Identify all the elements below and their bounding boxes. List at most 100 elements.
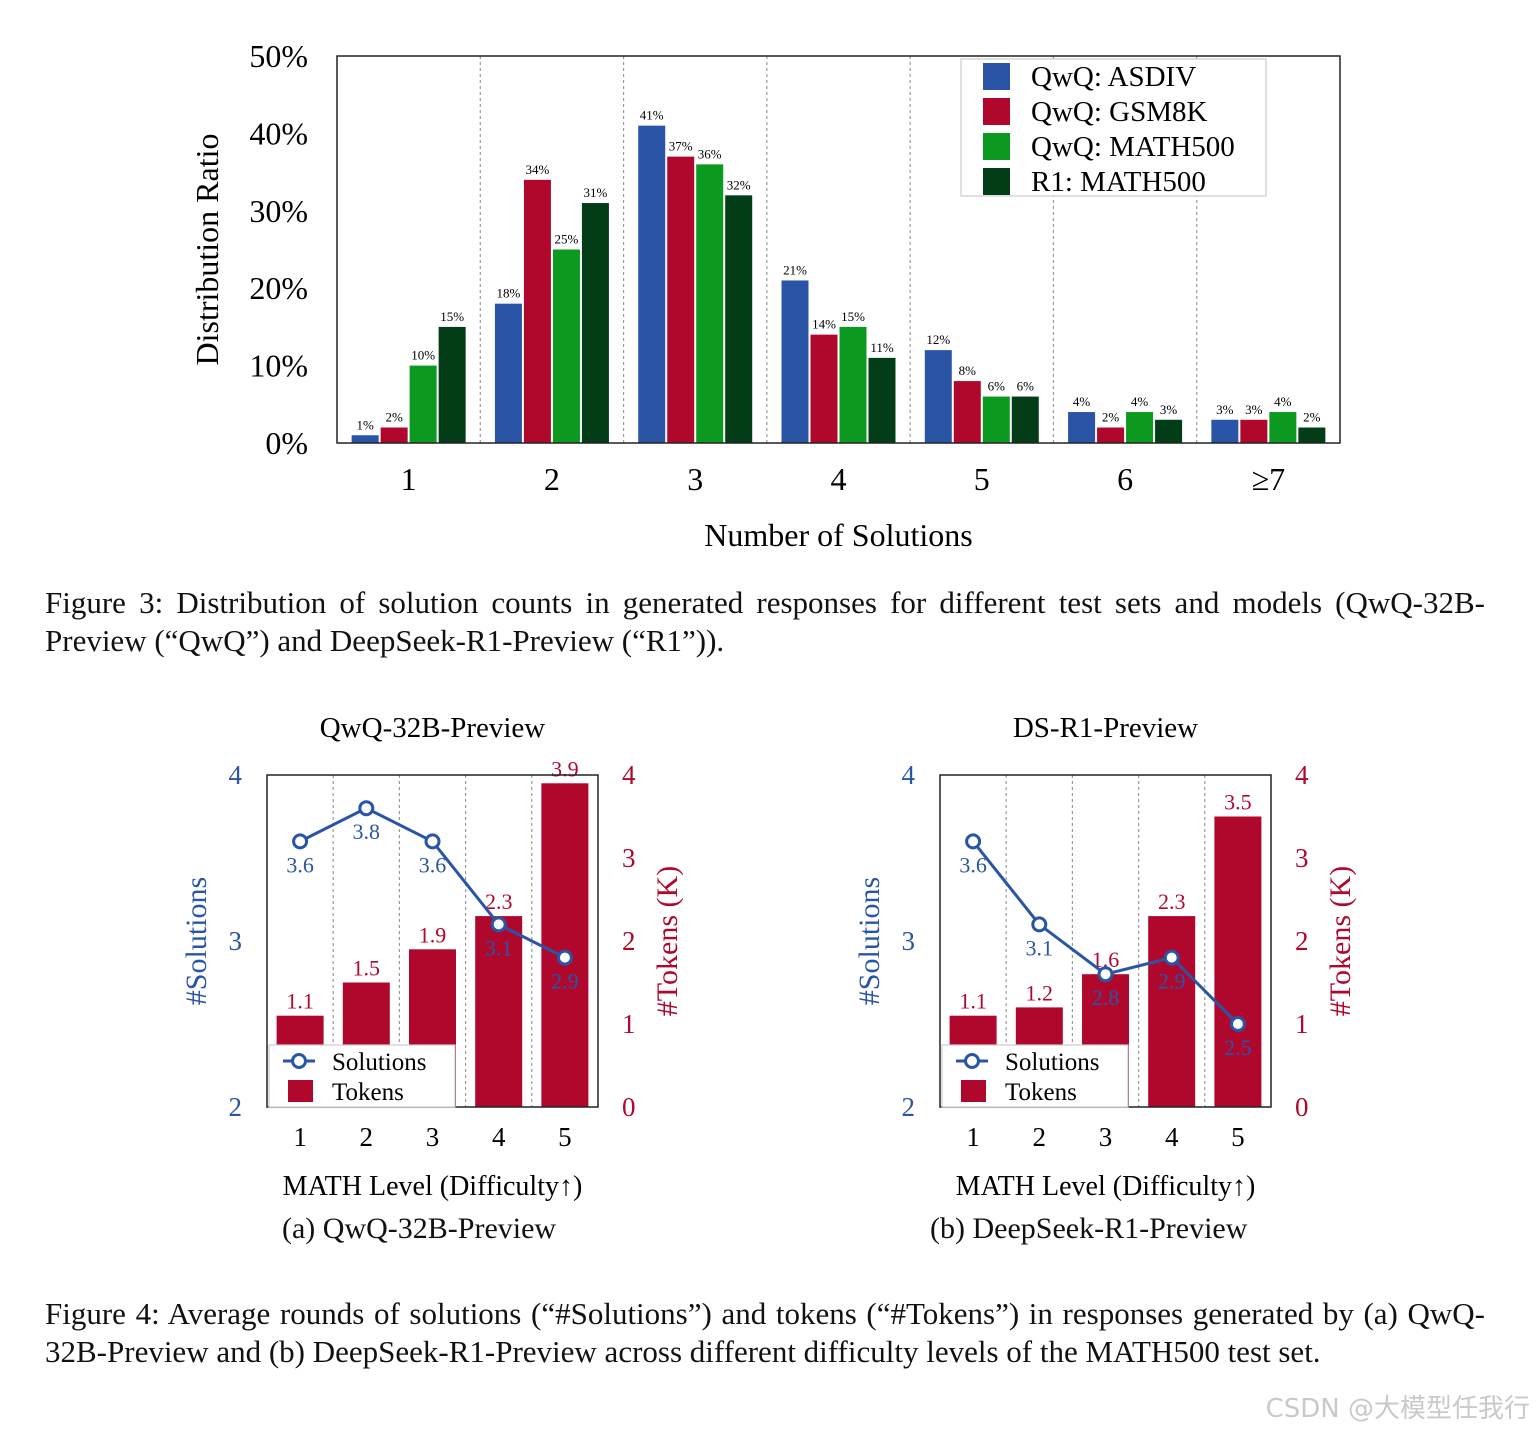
bar [953, 381, 981, 443]
data-label: 11% [870, 340, 894, 355]
x-tick-label: 5 [558, 1122, 572, 1152]
bar [1068, 412, 1096, 443]
token-data-label: 2.3 [1158, 889, 1186, 914]
solutions-data-label: 3.6 [419, 852, 447, 877]
legend-label: QwQ: GSM8K [1031, 96, 1207, 128]
x-tick-label: 4 [831, 461, 847, 497]
data-label: 25% [555, 232, 579, 247]
token-data-label: 2.3 [485, 889, 513, 914]
x-tick-label: 5 [974, 461, 990, 497]
bar [552, 249, 580, 443]
data-label: 6% [1017, 379, 1035, 394]
legend-label: QwQ: MATH500 [1031, 131, 1235, 163]
y-tick-label: 20% [249, 270, 308, 306]
bar [982, 396, 1010, 443]
y-tick-label: 50% [249, 38, 308, 74]
bar [667, 156, 695, 443]
left-y-tick-label: 4 [902, 760, 916, 790]
data-label: 10% [411, 348, 435, 363]
x-tick-label: ≥7 [1252, 461, 1286, 497]
right-y-tick-label: 2 [1295, 926, 1309, 956]
bar [725, 195, 753, 443]
right-y-tick-label: 3 [622, 843, 636, 873]
bar [1211, 419, 1239, 443]
token-data-label: 1.2 [1026, 980, 1054, 1005]
x-tick-label: 1 [293, 1122, 307, 1152]
right-y-tick-label: 4 [622, 760, 636, 790]
x-axis-label: Number of Solutions [704, 517, 972, 553]
left-y-axis-label: #Solutions [853, 877, 886, 1005]
bar [1269, 412, 1297, 443]
bar [810, 334, 838, 443]
solutions-data-label: 2.5 [1224, 1035, 1252, 1060]
bar [494, 303, 522, 443]
legend-label: Tokens [332, 1079, 404, 1106]
right-y-tick-label: 1 [1295, 1009, 1309, 1039]
data-label: 15% [841, 309, 865, 324]
y-tick-label: 0% [265, 425, 308, 461]
legend-swatch [288, 1080, 313, 1102]
token-bar [1214, 816, 1262, 1107]
data-label: 4% [1131, 394, 1149, 409]
data-label: 34% [526, 162, 550, 177]
token-data-label: 1.1 [959, 989, 987, 1014]
legend-swatch [983, 63, 1010, 90]
data-label: 4% [1073, 394, 1091, 409]
bar [1240, 419, 1268, 443]
figure-3-bar-chart: 0%10%20%30%40%50%Distribution Ratio11%2%… [189, 38, 1341, 553]
legend-swatch [983, 168, 1010, 195]
right-y-tick-label: 0 [1295, 1092, 1309, 1122]
solutions-point [965, 833, 982, 850]
token-data-label: 1.9 [419, 922, 447, 947]
watermark: CSDN @大模型任我行 [1265, 1394, 1530, 1424]
left-y-tick-label: 2 [902, 1092, 916, 1122]
bar [409, 365, 437, 443]
bar [1126, 412, 1154, 443]
bar [1155, 419, 1183, 443]
legend-swatch [983, 98, 1010, 125]
token-bar [541, 783, 589, 1107]
data-label: 32% [727, 177, 751, 192]
right-y-axis-label: #Tokens (K) [1324, 866, 1357, 1016]
solutions-point [490, 916, 507, 933]
plot-frame [336, 55, 1341, 444]
left-y-tick-label: 4 [229, 760, 243, 790]
left-y-tick-label: 2 [229, 1092, 243, 1122]
data-label: 1% [356, 417, 374, 432]
solutions-point [1163, 949, 1180, 966]
bar [581, 203, 609, 443]
solutions-point [358, 800, 375, 817]
bar [696, 164, 724, 444]
bar [1298, 427, 1326, 443]
token-bar [1148, 916, 1196, 1107]
right-y-tick-label: 3 [1295, 843, 1309, 873]
x-tick-label: 2 [1033, 1122, 1047, 1152]
legend-label: Solutions [1005, 1049, 1099, 1076]
solutions-point [424, 833, 441, 850]
left-y-tick-label: 3 [229, 926, 243, 956]
bar [839, 326, 867, 443]
data-label: 14% [812, 317, 836, 332]
data-label: 6% [988, 379, 1006, 394]
x-axis-label: MATH Level (Difficulty↑) [283, 1171, 583, 1202]
data-label: 15% [440, 309, 464, 324]
solutions-data-label: 3.1 [1026, 935, 1054, 960]
bar [380, 427, 408, 443]
legend-label: Solutions [332, 1049, 426, 1076]
bar [438, 326, 466, 443]
x-tick-label: 3 [687, 461, 703, 497]
data-label: 4% [1274, 394, 1292, 409]
data-label: 3% [1245, 402, 1263, 417]
x-tick-label: 2 [544, 461, 560, 497]
legend-point-marker [964, 1053, 980, 1069]
figure-3-caption: Figure 3: Distribution of solution count… [45, 585, 1485, 658]
legend-label: R1: MATH500 [1031, 166, 1206, 198]
token-bar [475, 916, 523, 1107]
x-tick-label: 4 [1165, 1122, 1179, 1152]
data-label: 31% [584, 185, 608, 200]
right-y-axis-label: #Tokens (K) [651, 866, 684, 1016]
legend-swatch [983, 133, 1010, 160]
bar [1097, 427, 1125, 443]
legend-label: Tokens [1005, 1079, 1077, 1106]
